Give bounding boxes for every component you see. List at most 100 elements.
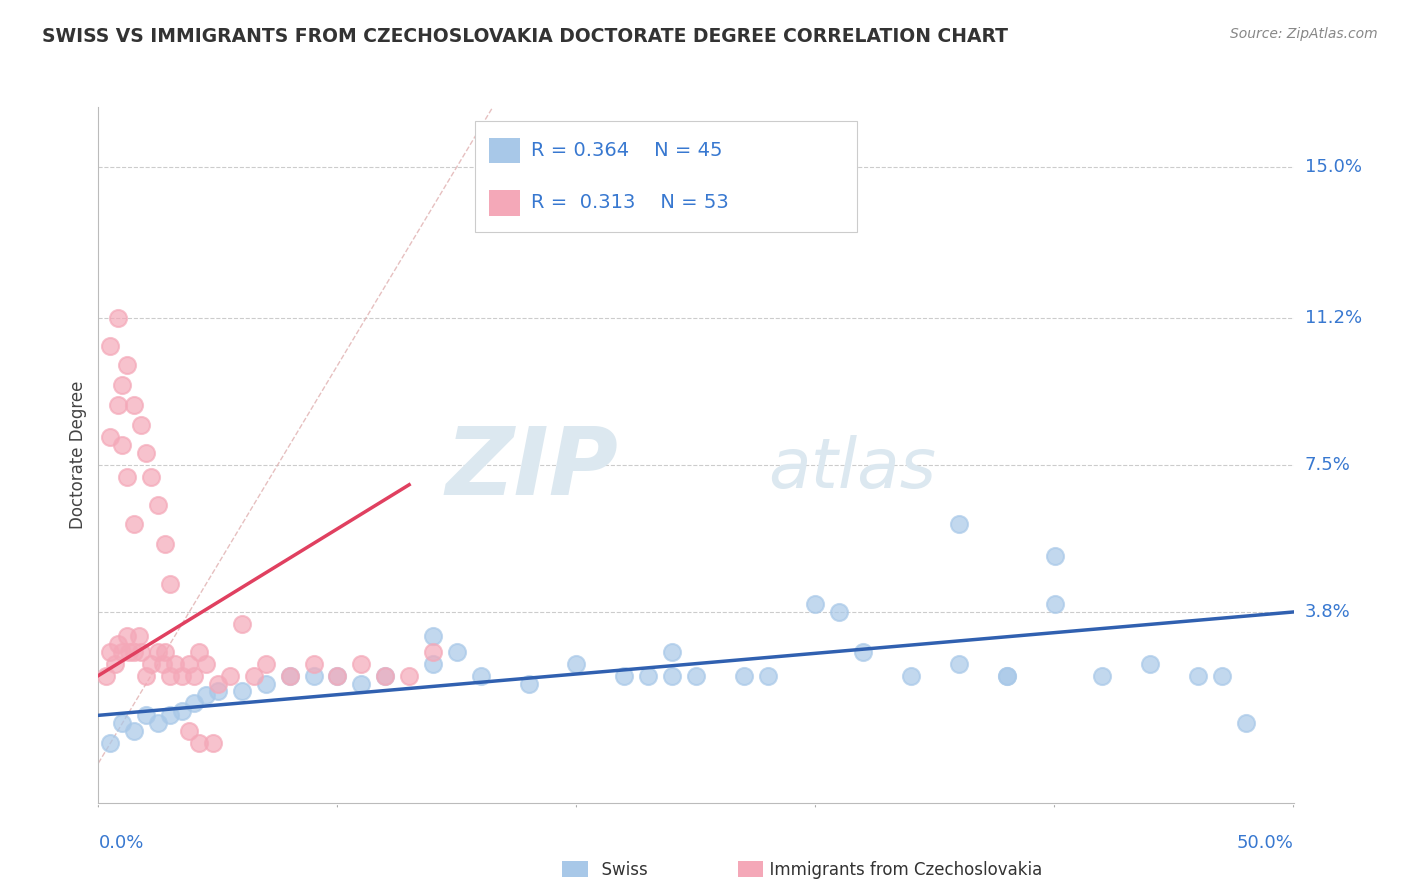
Point [131, 418, 153, 433]
Point [98, 736, 122, 750]
Point [183, 697, 205, 711]
Text: 7.5%: 7.5% [1305, 456, 1351, 474]
Point [98, 645, 122, 659]
Point [163, 657, 186, 671]
Point [350, 676, 373, 690]
Text: ZIP: ZIP [446, 423, 619, 515]
Point [111, 378, 134, 392]
Point [1139, 657, 1161, 671]
Point [155, 537, 177, 551]
Point [1091, 668, 1114, 682]
Point [159, 708, 181, 723]
Point [374, 668, 396, 682]
Point [124, 398, 146, 412]
Point [135, 708, 157, 723]
Point [828, 605, 851, 619]
Point [613, 668, 636, 682]
Point [111, 716, 134, 731]
Point [172, 668, 194, 682]
Text: Swiss: Swiss [591, 861, 647, 879]
Point [302, 668, 325, 682]
Point [219, 668, 242, 682]
Point [104, 657, 127, 671]
Text: SWISS VS IMMIGRANTS FROM CZECHOSLOVAKIA DOCTORATE DEGREE CORRELATION CHART: SWISS VS IMMIGRANTS FROM CZECHOSLOVAKIA … [42, 27, 1008, 45]
Point [1234, 716, 1257, 731]
Point [422, 629, 444, 643]
Text: Immigrants from Czechoslovakia: Immigrants from Czechoslovakia [759, 861, 1042, 879]
Point [207, 676, 229, 690]
Point [124, 645, 146, 659]
Point [148, 716, 170, 731]
Point [194, 689, 217, 703]
Point [995, 668, 1018, 682]
Point [661, 668, 683, 682]
Point [422, 657, 444, 671]
Point [374, 668, 396, 682]
Point [118, 645, 141, 659]
Point [422, 645, 444, 659]
Point [207, 684, 229, 698]
Point [254, 676, 277, 690]
Point [900, 668, 922, 682]
Point [187, 645, 209, 659]
Text: Source: ZipAtlas.com: Source: ZipAtlas.com [1230, 27, 1378, 41]
Point [1043, 597, 1066, 611]
Point [187, 736, 209, 750]
Point [148, 498, 170, 512]
Point [326, 668, 349, 682]
Point [159, 577, 181, 591]
Point [1211, 668, 1233, 682]
Point [194, 657, 217, 671]
Point [278, 668, 301, 682]
Text: 11.2%: 11.2% [1305, 309, 1362, 326]
Point [243, 668, 266, 682]
Point [302, 657, 325, 671]
Text: R = 0.364    N = 45: R = 0.364 N = 45 [531, 141, 723, 160]
Point [115, 470, 138, 484]
Point [124, 517, 146, 532]
Point [565, 657, 588, 671]
Point [278, 668, 301, 682]
Point [637, 668, 659, 682]
Text: R =  0.313    N = 53: R = 0.313 N = 53 [531, 194, 728, 212]
Point [254, 657, 277, 671]
Point [148, 645, 170, 659]
Point [1187, 668, 1209, 682]
Point [131, 645, 153, 659]
Point [155, 645, 177, 659]
Point [135, 446, 157, 460]
Point [107, 637, 129, 651]
Point [350, 657, 373, 671]
Point [179, 657, 201, 671]
Point [124, 724, 146, 739]
Point [517, 676, 540, 690]
Point [159, 668, 181, 682]
Point [179, 724, 201, 739]
Point [202, 736, 225, 750]
Point [948, 657, 970, 671]
Point [804, 597, 827, 611]
Text: atlas: atlas [768, 435, 935, 502]
Point [1043, 549, 1066, 564]
Point [111, 645, 134, 659]
Point [107, 310, 129, 325]
Point [172, 704, 194, 718]
Point [115, 629, 138, 643]
Point [94, 668, 117, 682]
Point [231, 684, 253, 698]
Point [107, 398, 129, 412]
Point [733, 668, 755, 682]
Point [326, 668, 349, 682]
Point [398, 668, 420, 682]
Text: 15.0%: 15.0% [1305, 158, 1361, 176]
Point [685, 668, 707, 682]
Text: 50.0%: 50.0% [1237, 834, 1294, 852]
Point [98, 338, 122, 352]
Point [183, 668, 205, 682]
Point [470, 668, 492, 682]
Text: 3.8%: 3.8% [1305, 603, 1350, 621]
Point [135, 668, 157, 682]
Point [115, 359, 138, 373]
Point [446, 645, 468, 659]
Point [111, 438, 134, 452]
